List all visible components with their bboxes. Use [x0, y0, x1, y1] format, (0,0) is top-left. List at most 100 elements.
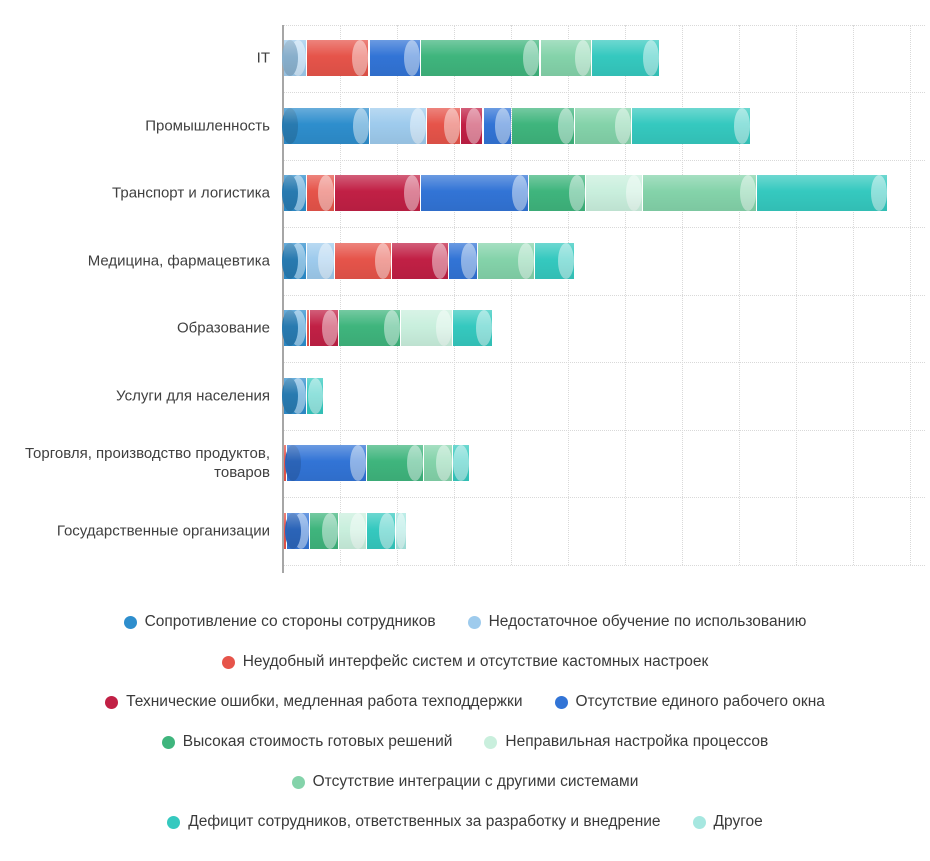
legend-dot-icon — [105, 695, 119, 709]
bar-segment — [540, 40, 592, 77]
cylinder-cap — [289, 377, 306, 414]
cylinder-cap — [614, 107, 631, 144]
cylinder-cap — [517, 242, 534, 279]
bar-segment — [306, 40, 369, 77]
bar-segment — [335, 242, 392, 279]
legend-row: Дефицит сотрудников, ответственных за ра… — [167, 813, 763, 831]
cylinder-cap — [282, 107, 298, 144]
vertical-gridline — [910, 24, 911, 565]
bar-segment — [574, 107, 631, 144]
legend-item: Недостаточное обучение по использованию — [467, 613, 807, 631]
bar-segment — [369, 40, 421, 77]
bar-segment — [369, 107, 426, 144]
cylinder-cap — [289, 175, 306, 212]
cylinder-cap — [871, 175, 888, 212]
cylinder-cap — [557, 107, 574, 144]
cylinder-cap — [289, 40, 306, 77]
cylinder-cap — [453, 445, 469, 482]
legend-item-label: Недостаточное обучение по использованию — [488, 613, 807, 630]
cylinder-cap — [740, 175, 757, 212]
cylinder-cap — [384, 310, 401, 347]
bar-segment — [426, 107, 460, 144]
cylinder-cap — [443, 107, 460, 144]
legend-item: Неудобный интерфейс систем и отсутствие … — [221, 653, 709, 671]
category-label: Образование — [177, 319, 270, 337]
bar-segment — [310, 512, 338, 549]
legend-dot-icon — [554, 695, 568, 709]
category-label: Государственные организации — [56, 522, 270, 540]
bar-segment — [338, 310, 401, 347]
legend-dot-icon — [221, 655, 235, 669]
legend-item-label: Сопротивление со стороны сотрудников — [144, 613, 436, 630]
cylinder-cap — [282, 40, 298, 77]
bar-segment — [534, 242, 574, 279]
legend-item-label: Дефицит сотрудников, ответственных за ра… — [188, 813, 661, 830]
cylinder-cap — [557, 242, 574, 279]
bar-segment — [285, 512, 310, 549]
bar-segment — [282, 310, 306, 347]
legend-item-label: Другое — [713, 813, 763, 830]
bar-segment — [452, 445, 469, 482]
cylinder-cap — [282, 310, 298, 347]
bar-segment — [335, 175, 420, 212]
legend-item-label: Отсутствие единого рабочего окна — [575, 693, 825, 710]
bar-segment — [306, 175, 335, 212]
horizontal-gridline — [283, 227, 925, 228]
category-label: Транспорт и логистика — [112, 184, 270, 202]
legend-item-label: Неудобный интерфейс систем и отсутствие … — [242, 653, 709, 670]
legend-item: Другое — [692, 813, 763, 831]
cylinder-cap — [574, 40, 591, 77]
bar-segment — [285, 445, 367, 482]
legend-item: Высокая стоимость готовых решений — [161, 733, 452, 751]
legend-item: Неправильная настройка процессов — [484, 733, 768, 751]
horizontal-gridline — [283, 564, 925, 566]
vertical-gridline — [397, 24, 398, 565]
cylinder-cap — [321, 310, 338, 347]
legend-row: Высокая стоимость готовых решений Неправи… — [161, 733, 768, 751]
cylinder-cap — [395, 512, 407, 549]
bar-segment — [282, 107, 369, 144]
cylinder-cap — [352, 107, 369, 144]
bar-segment — [306, 242, 335, 279]
cylinder-cap — [435, 445, 452, 482]
bar-segment — [306, 377, 323, 414]
bar-segment — [282, 175, 306, 212]
cylinder-cap — [523, 40, 540, 77]
legend-dot-icon — [167, 815, 181, 829]
bar-segment — [310, 310, 338, 347]
vertical-gridline — [739, 24, 740, 565]
bar-segment — [449, 242, 477, 279]
category-label: Торговля, производство продуктов, товаро… — [25, 445, 270, 482]
cylinder-cap — [626, 175, 643, 212]
bar-segment — [631, 107, 751, 144]
bar-segment — [395, 512, 407, 549]
bar-segment — [420, 40, 540, 77]
cylinder-cap — [350, 512, 367, 549]
bar-segment — [643, 175, 757, 212]
legend-dot-icon — [692, 815, 706, 829]
vertical-gridline — [340, 24, 341, 565]
cylinder-cap — [318, 175, 335, 212]
bar-segment — [401, 310, 453, 347]
category-label: Медицина, фармацевтика — [87, 252, 270, 270]
vertical-gridline — [511, 24, 512, 565]
bar-segment — [282, 242, 306, 279]
category-label: Промышленность — [145, 117, 270, 135]
bar-segment — [367, 445, 424, 482]
vertical-gridline — [454, 24, 455, 565]
cylinder-cap — [734, 107, 751, 144]
bar-segment — [586, 175, 643, 212]
vertical-gridline — [796, 24, 797, 565]
horizontal-gridline — [283, 362, 925, 363]
cylinder-cap — [435, 310, 452, 347]
legend-dot-icon — [467, 615, 481, 629]
plot-area: IT Промышленность Транспорт и логистика Мед… — [25, 24, 925, 573]
bar-segment — [282, 377, 306, 414]
cylinder-cap — [289, 310, 306, 347]
bar-segment — [392, 242, 449, 279]
horizontal-gridline — [283, 92, 925, 93]
cylinder-cap — [282, 175, 298, 212]
cylinder-cap — [409, 107, 426, 144]
legend-item-label: Отсутствие интеграции с другими системам… — [312, 773, 639, 790]
bar-segment — [367, 512, 395, 549]
